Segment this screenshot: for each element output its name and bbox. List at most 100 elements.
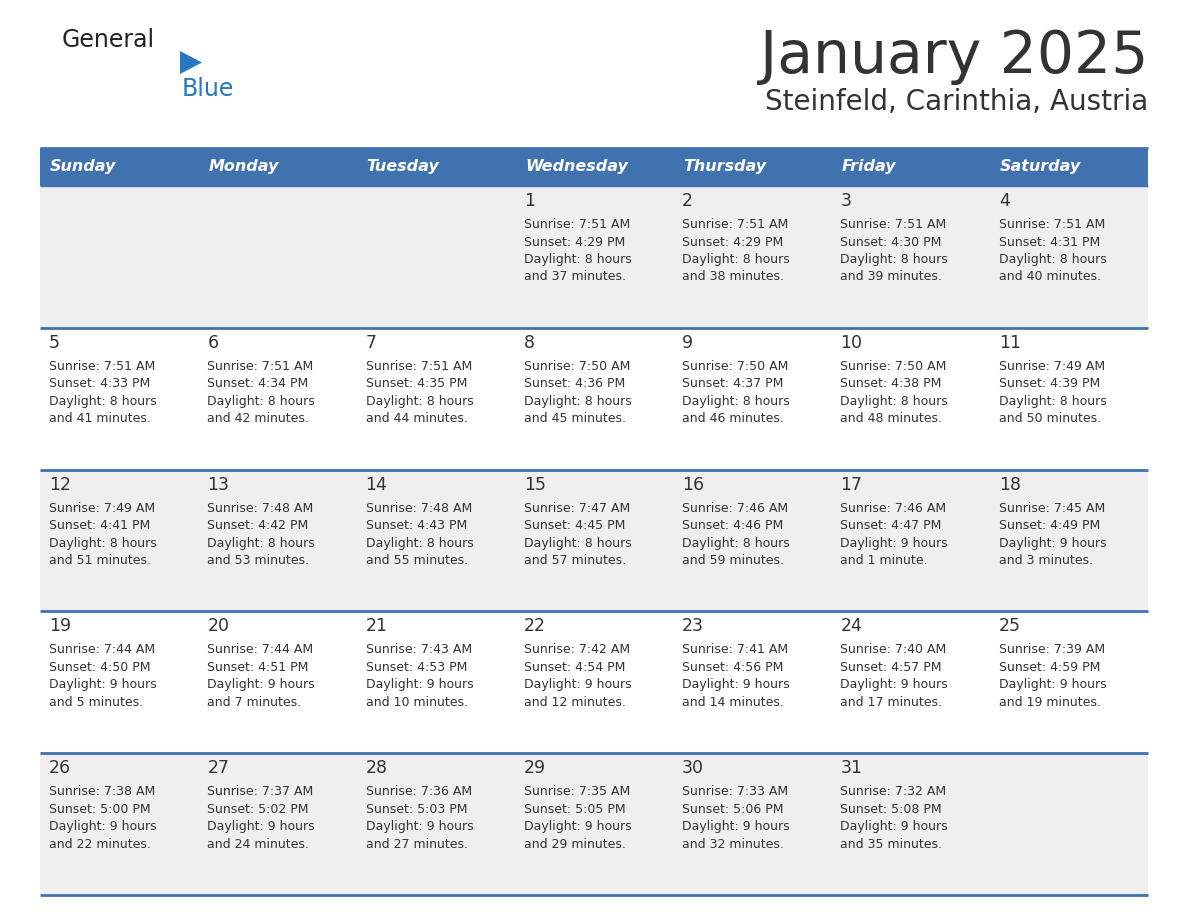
Text: and 38 minutes.: and 38 minutes. bbox=[682, 271, 784, 284]
Text: Sunset: 5:02 PM: Sunset: 5:02 PM bbox=[207, 802, 309, 816]
Text: Daylight: 8 hours: Daylight: 8 hours bbox=[840, 253, 948, 266]
Text: Daylight: 9 hours: Daylight: 9 hours bbox=[366, 678, 473, 691]
Text: Sunrise: 7:48 AM: Sunrise: 7:48 AM bbox=[207, 501, 314, 515]
Text: and 42 minutes.: and 42 minutes. bbox=[207, 412, 309, 425]
Text: Daylight: 8 hours: Daylight: 8 hours bbox=[682, 253, 790, 266]
Text: Steinfeld, Carinthia, Austria: Steinfeld, Carinthia, Austria bbox=[765, 88, 1148, 116]
Text: and 39 minutes.: and 39 minutes. bbox=[840, 271, 942, 284]
Text: and 24 minutes.: and 24 minutes. bbox=[207, 838, 309, 851]
Text: Blue: Blue bbox=[182, 77, 234, 101]
Text: Sunrise: 7:44 AM: Sunrise: 7:44 AM bbox=[207, 644, 314, 656]
Text: and 14 minutes.: and 14 minutes. bbox=[682, 696, 784, 709]
Text: Sunrise: 7:47 AM: Sunrise: 7:47 AM bbox=[524, 501, 630, 515]
Text: Sunset: 4:35 PM: Sunset: 4:35 PM bbox=[366, 377, 467, 390]
Text: Sunrise: 7:51 AM: Sunrise: 7:51 AM bbox=[840, 218, 947, 231]
Text: Sunrise: 7:51 AM: Sunrise: 7:51 AM bbox=[49, 360, 156, 373]
Text: Sunrise: 7:38 AM: Sunrise: 7:38 AM bbox=[49, 785, 156, 798]
Text: Daylight: 8 hours: Daylight: 8 hours bbox=[524, 395, 632, 408]
Text: and 40 minutes.: and 40 minutes. bbox=[999, 271, 1101, 284]
Text: Sunrise: 7:51 AM: Sunrise: 7:51 AM bbox=[999, 218, 1105, 231]
Text: Sunset: 4:41 PM: Sunset: 4:41 PM bbox=[49, 519, 150, 532]
Text: and 37 minutes.: and 37 minutes. bbox=[524, 271, 626, 284]
Text: and 35 minutes.: and 35 minutes. bbox=[840, 838, 942, 851]
Text: and 3 minutes.: and 3 minutes. bbox=[999, 554, 1093, 567]
Bar bbox=[674, 148, 832, 186]
Text: Sunrise: 7:36 AM: Sunrise: 7:36 AM bbox=[366, 785, 472, 798]
Text: Sunset: 4:39 PM: Sunset: 4:39 PM bbox=[999, 377, 1100, 390]
Text: and 59 minutes.: and 59 minutes. bbox=[682, 554, 784, 567]
Text: Daylight: 9 hours: Daylight: 9 hours bbox=[682, 678, 790, 691]
Text: January 2025: January 2025 bbox=[759, 28, 1148, 85]
Text: 28: 28 bbox=[366, 759, 387, 778]
Text: 26: 26 bbox=[49, 759, 71, 778]
Text: Sunrise: 7:48 AM: Sunrise: 7:48 AM bbox=[366, 501, 472, 515]
Text: Sunrise: 7:37 AM: Sunrise: 7:37 AM bbox=[207, 785, 314, 798]
Text: Daylight: 8 hours: Daylight: 8 hours bbox=[999, 395, 1106, 408]
Text: Friday: Friday bbox=[841, 160, 896, 174]
Text: Sunday: Sunday bbox=[50, 160, 116, 174]
Text: and 1 minute.: and 1 minute. bbox=[840, 554, 928, 567]
Text: and 32 minutes.: and 32 minutes. bbox=[682, 838, 784, 851]
Text: 17: 17 bbox=[840, 476, 862, 494]
Text: Sunrise: 7:33 AM: Sunrise: 7:33 AM bbox=[682, 785, 789, 798]
Text: Sunrise: 7:50 AM: Sunrise: 7:50 AM bbox=[682, 360, 789, 373]
Text: Sunrise: 7:39 AM: Sunrise: 7:39 AM bbox=[999, 644, 1105, 656]
Text: 19: 19 bbox=[49, 618, 71, 635]
Text: and 44 minutes.: and 44 minutes. bbox=[366, 412, 467, 425]
Text: 10: 10 bbox=[840, 334, 862, 352]
Text: Daylight: 9 hours: Daylight: 9 hours bbox=[840, 537, 948, 550]
Text: 22: 22 bbox=[524, 618, 545, 635]
Text: 15: 15 bbox=[524, 476, 545, 494]
Text: Thursday: Thursday bbox=[683, 160, 766, 174]
Text: Sunset: 4:47 PM: Sunset: 4:47 PM bbox=[840, 519, 942, 532]
Text: and 10 minutes.: and 10 minutes. bbox=[366, 696, 468, 709]
Text: Sunset: 4:42 PM: Sunset: 4:42 PM bbox=[207, 519, 309, 532]
Text: Sunset: 4:56 PM: Sunset: 4:56 PM bbox=[682, 661, 784, 674]
Text: and 41 minutes.: and 41 minutes. bbox=[49, 412, 151, 425]
Text: Sunset: 5:08 PM: Sunset: 5:08 PM bbox=[840, 802, 942, 816]
Text: 6: 6 bbox=[207, 334, 219, 352]
Text: Sunset: 4:31 PM: Sunset: 4:31 PM bbox=[999, 236, 1100, 249]
Text: Sunset: 4:43 PM: Sunset: 4:43 PM bbox=[366, 519, 467, 532]
Bar bbox=[40, 148, 198, 186]
Text: and 27 minutes.: and 27 minutes. bbox=[366, 838, 468, 851]
Text: 12: 12 bbox=[49, 476, 71, 494]
Text: and 51 minutes.: and 51 minutes. bbox=[49, 554, 151, 567]
Text: and 19 minutes.: and 19 minutes. bbox=[999, 696, 1100, 709]
Text: and 45 minutes.: and 45 minutes. bbox=[524, 412, 626, 425]
Text: 24: 24 bbox=[840, 618, 862, 635]
Text: and 5 minutes.: and 5 minutes. bbox=[49, 696, 143, 709]
Bar bbox=[40, 753, 1148, 895]
Text: Daylight: 8 hours: Daylight: 8 hours bbox=[366, 537, 473, 550]
Text: Sunrise: 7:41 AM: Sunrise: 7:41 AM bbox=[682, 644, 789, 656]
Text: Daylight: 8 hours: Daylight: 8 hours bbox=[207, 395, 315, 408]
Text: Wednesday: Wednesday bbox=[525, 160, 627, 174]
Text: Daylight: 8 hours: Daylight: 8 hours bbox=[682, 395, 790, 408]
Text: 21: 21 bbox=[366, 618, 387, 635]
Text: 14: 14 bbox=[366, 476, 387, 494]
Text: and 50 minutes.: and 50 minutes. bbox=[999, 412, 1101, 425]
Text: 31: 31 bbox=[840, 759, 862, 778]
Text: Daylight: 9 hours: Daylight: 9 hours bbox=[207, 820, 315, 834]
Text: Sunset: 4:49 PM: Sunset: 4:49 PM bbox=[999, 519, 1100, 532]
Text: Sunset: 5:03 PM: Sunset: 5:03 PM bbox=[366, 802, 467, 816]
Bar bbox=[514, 148, 674, 186]
Text: 18: 18 bbox=[999, 476, 1020, 494]
Text: Sunset: 4:30 PM: Sunset: 4:30 PM bbox=[840, 236, 942, 249]
Text: Daylight: 8 hours: Daylight: 8 hours bbox=[49, 537, 157, 550]
Text: Sunset: 4:54 PM: Sunset: 4:54 PM bbox=[524, 661, 625, 674]
Text: Daylight: 8 hours: Daylight: 8 hours bbox=[207, 537, 315, 550]
Text: and 29 minutes.: and 29 minutes. bbox=[524, 838, 626, 851]
Text: and 22 minutes.: and 22 minutes. bbox=[49, 838, 151, 851]
Text: 25: 25 bbox=[999, 618, 1020, 635]
Text: Daylight: 8 hours: Daylight: 8 hours bbox=[366, 395, 473, 408]
Text: Monday: Monday bbox=[208, 160, 279, 174]
Text: 20: 20 bbox=[207, 618, 229, 635]
Text: Sunset: 4:53 PM: Sunset: 4:53 PM bbox=[366, 661, 467, 674]
Text: Sunrise: 7:44 AM: Sunrise: 7:44 AM bbox=[49, 644, 156, 656]
Text: 3: 3 bbox=[840, 192, 852, 210]
Text: Daylight: 9 hours: Daylight: 9 hours bbox=[999, 678, 1106, 691]
Text: and 7 minutes.: and 7 minutes. bbox=[207, 696, 302, 709]
Text: 4: 4 bbox=[999, 192, 1010, 210]
Text: Sunset: 4:37 PM: Sunset: 4:37 PM bbox=[682, 377, 784, 390]
